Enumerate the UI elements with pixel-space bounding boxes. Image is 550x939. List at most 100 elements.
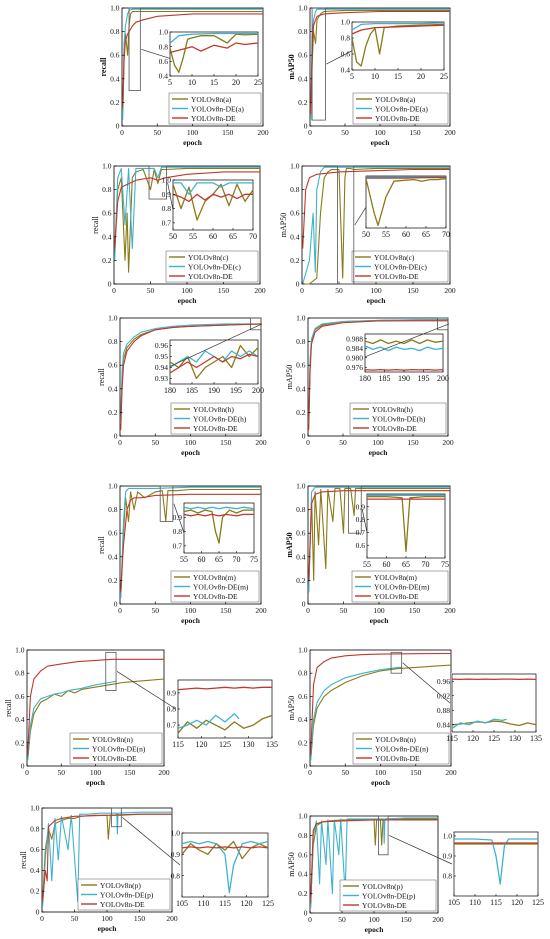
legend: YOLOv8n(n)YOLOv8n-DE(n)YOLOv8n-DE — [69, 732, 163, 765]
x-tick-label: 200 — [444, 606, 456, 615]
y-tick-label: 0 — [21, 762, 25, 771]
chart-panel-0: 0 50 100 150 200 0 0.2 0.4 0.6 0.8 1.0 epoch recall Y… — [99, 4, 269, 148]
y-tick-label: 0.4 — [290, 232, 300, 241]
legend-entry: YOLOv8n-DE(c) — [188, 262, 241, 271]
series-line-2 — [310, 10, 450, 115]
inset-x-tick-label: 130 — [509, 734, 521, 743]
inset-frame — [169, 31, 259, 77]
inset-x-tick-label: 5 — [350, 72, 354, 81]
y-tick-label: 0 — [116, 122, 120, 131]
y-tick-label: 0.2 — [296, 576, 306, 585]
series-line-2 — [308, 490, 450, 581]
inset-y-tick-label: 0.8 — [341, 34, 351, 43]
y-tick-label: 0 — [296, 280, 300, 289]
x-tick-label: 0 — [308, 128, 312, 137]
zoom-connector — [122, 817, 181, 866]
legend: YOLOv8n(n)YOLOv8n-DE(n)YOLOv8n-DE — [352, 732, 450, 765]
legend-entry: YOLOv8n-DE(p) — [100, 890, 154, 899]
legend-entry: YOLOv8n(c) — [374, 253, 415, 262]
inset-series-line-0 — [365, 339, 443, 345]
inset-x-tick-label: 65 — [402, 560, 410, 569]
inset-y-tick-label: 0.84 — [437, 720, 450, 729]
inset-frame — [365, 175, 447, 229]
x-axis-label: epoch — [178, 296, 198, 305]
y-tick-label: 0.6 — [290, 209, 300, 218]
inset-y-tick-label: 0.8 — [356, 515, 366, 524]
y-tick-label: 1.0 — [298, 646, 308, 655]
inset-y-tick-label: 0.4 — [341, 66, 351, 75]
inset-x-tick-label: 70 — [442, 230, 450, 239]
inset-plot: 5 10 15 20 25 0.4 0.6 0.8 1.0 — [159, 28, 262, 87]
x-tick-label: 150 — [222, 128, 234, 137]
zoom-region-box — [348, 485, 362, 534]
y-axis-label: recall — [19, 850, 28, 869]
x-axis-label: epoch — [365, 925, 385, 934]
y-tick-label: 0.2 — [298, 98, 308, 107]
inset-frame — [181, 832, 269, 898]
inset-x-tick-label: 115 — [172, 740, 184, 749]
inset-x-tick-label: 70 — [422, 560, 430, 569]
inset-x-tick-label: 55 — [363, 560, 371, 569]
inset-x-tick-label: 125 — [219, 740, 231, 749]
series-line-1 — [310, 8, 450, 121]
inset-x-tick-label: 105 — [448, 898, 460, 907]
x-tick-label: 150 — [407, 438, 419, 447]
y-axis-label: mAP50 — [285, 365, 294, 389]
inset-y-tick-label: 0.9 — [167, 688, 177, 697]
y-axis-label: recall — [97, 367, 106, 386]
inset-series-line-2 — [170, 353, 258, 374]
x-tick-label: 100 — [374, 128, 386, 137]
x-axis-label: epoch — [181, 448, 201, 457]
x-tick-label: 200 — [166, 914, 178, 923]
inset-y-tick-label: 1.0 — [443, 832, 453, 841]
inset-x-tick-label: 65 — [422, 230, 430, 239]
inset-x-tick-label: 110 — [198, 899, 210, 908]
inset-y-tick-label: 0.9 — [162, 190, 172, 199]
x-tick-label: 100 — [368, 915, 380, 924]
y-tick-label: 0.8 — [15, 669, 25, 678]
inset-series-line-1 — [173, 182, 253, 195]
x-tick-label: 100 — [101, 914, 113, 923]
y-tick-label: 1.0 — [110, 4, 120, 13]
chart-panel-5: 0 50 100 150 200 0 0.2 0.4 0.6 0.8 1.0 epoch mAP50 YO… — [285, 314, 454, 458]
x-tick-label: 0 — [40, 914, 44, 923]
series-line-1 — [310, 666, 402, 761]
inset-series-line-1 — [365, 345, 443, 352]
inset-x-tick-label: 70 — [249, 232, 257, 241]
inset-y-tick-label: 0.984 — [346, 344, 363, 353]
x-tick-label: 100 — [372, 438, 384, 447]
inset-y-tick-label: 0.7 — [173, 541, 183, 550]
y-tick-label: 0.2 — [102, 256, 112, 265]
x-tick-label: 50 — [338, 915, 346, 924]
series-line-1 — [310, 817, 438, 909]
inset-lines — [178, 686, 272, 734]
y-tick-label: 0.8 — [110, 27, 120, 36]
y-tick-label: 0.6 — [296, 529, 306, 538]
y-axis-label: mAP50 — [285, 532, 294, 557]
legend-entry: YOLOv8n-DE(m) — [193, 582, 249, 591]
inset-y-tick-label: 1.0 — [341, 18, 351, 27]
inset-series-line-1 — [184, 506, 254, 510]
inset-y-tick-label: 0.8 — [159, 42, 169, 51]
x-tick-label: 0 — [308, 915, 312, 924]
inset-frame — [172, 179, 254, 231]
inset-x-tick-label: 55 — [382, 230, 390, 239]
legend: YOLOv8n(c)YOLOv8n-DE(c)YOLOv8n-DE — [351, 250, 449, 283]
inset-x-tick-label: 200 — [252, 386, 264, 395]
inset-series-line-2 — [366, 176, 446, 179]
inset-plot: 55 60 65 70 75 0.6 0.7 0.8 0.9 — [356, 493, 449, 569]
x-tick-label: 100 — [181, 286, 193, 295]
inset-y-tick-label: 0.8 — [173, 527, 183, 536]
inset-x-tick-label: 120 — [196, 740, 208, 749]
chart-panel-9: 0 50 100 150 200 0 0.2 0.4 0.6 0.8 1.0 epoch mAP50 YO… — [287, 646, 542, 788]
inset-y-tick-label: 0.988 — [346, 334, 363, 343]
legend-entry: YOLOv8n-DE(p) — [362, 891, 416, 900]
inset-series-line-0 — [452, 720, 536, 727]
zoom-region-box — [311, 7, 326, 121]
x-tick-label: 50 — [152, 606, 160, 615]
x-tick-label: 50 — [342, 768, 350, 777]
series-line-2 — [42, 813, 172, 902]
y-tick-label: 1.0 — [30, 804, 40, 813]
y-tick-label: 0.2 — [108, 408, 118, 417]
inset-y-tick-label: 0.6 — [356, 541, 366, 550]
